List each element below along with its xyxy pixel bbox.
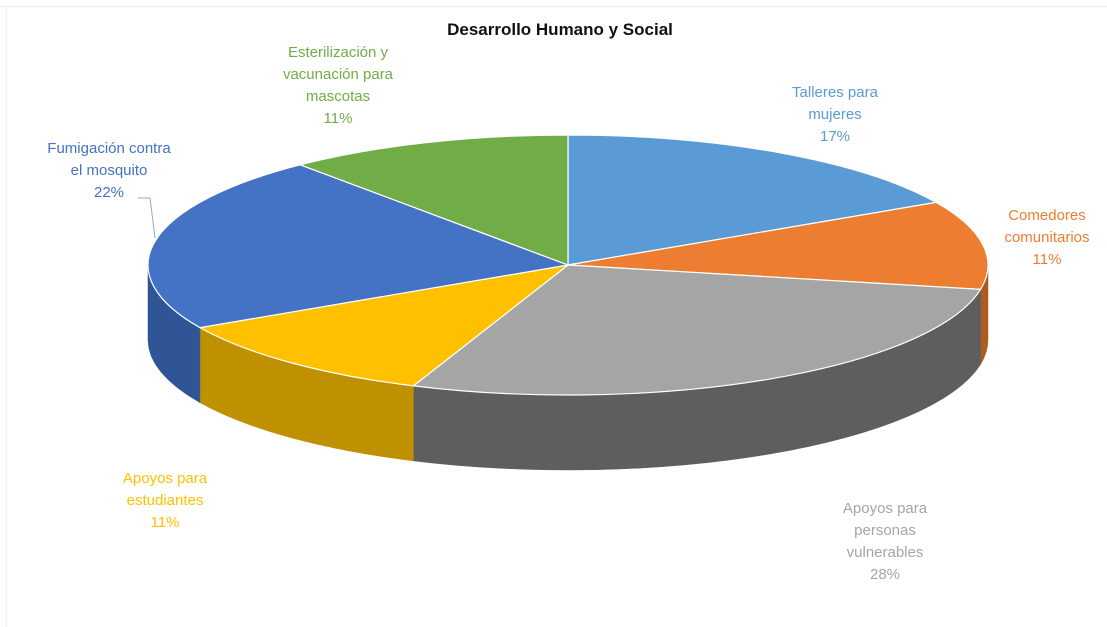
leader-line-fumigacion [138, 197, 156, 239]
chart-frame-top [0, 6, 1107, 7]
slice-label-esterilizacion: Esterilización y vacunación para mascota… [282, 44, 394, 127]
slice-label-fumigacion: Fumigación contra el mosquito 22% [47, 140, 171, 201]
slice-label-comedores: Comedores comunitarios 11% [1004, 207, 1090, 268]
pie-slice-5 [298, 134, 569, 266]
chart-title: Desarrollo Humano y Social [447, 20, 673, 39]
slice-label-estudiantes: Apoyos para estudiantes 11% [122, 470, 208, 531]
pie-slice-3 [198, 264, 569, 387]
chart-frame-left [6, 6, 7, 627]
pie-slice-2 [411, 264, 982, 396]
pie-slice-0 [567, 134, 938, 266]
pie-slice-4 [147, 164, 571, 329]
pie-slice-1 [567, 201, 989, 290]
slice-label-talleres: Talleres para mujeres 17% [792, 84, 878, 145]
slice-label-vulnerables: Apoyos para personas vulnerables 28% [842, 500, 928, 583]
